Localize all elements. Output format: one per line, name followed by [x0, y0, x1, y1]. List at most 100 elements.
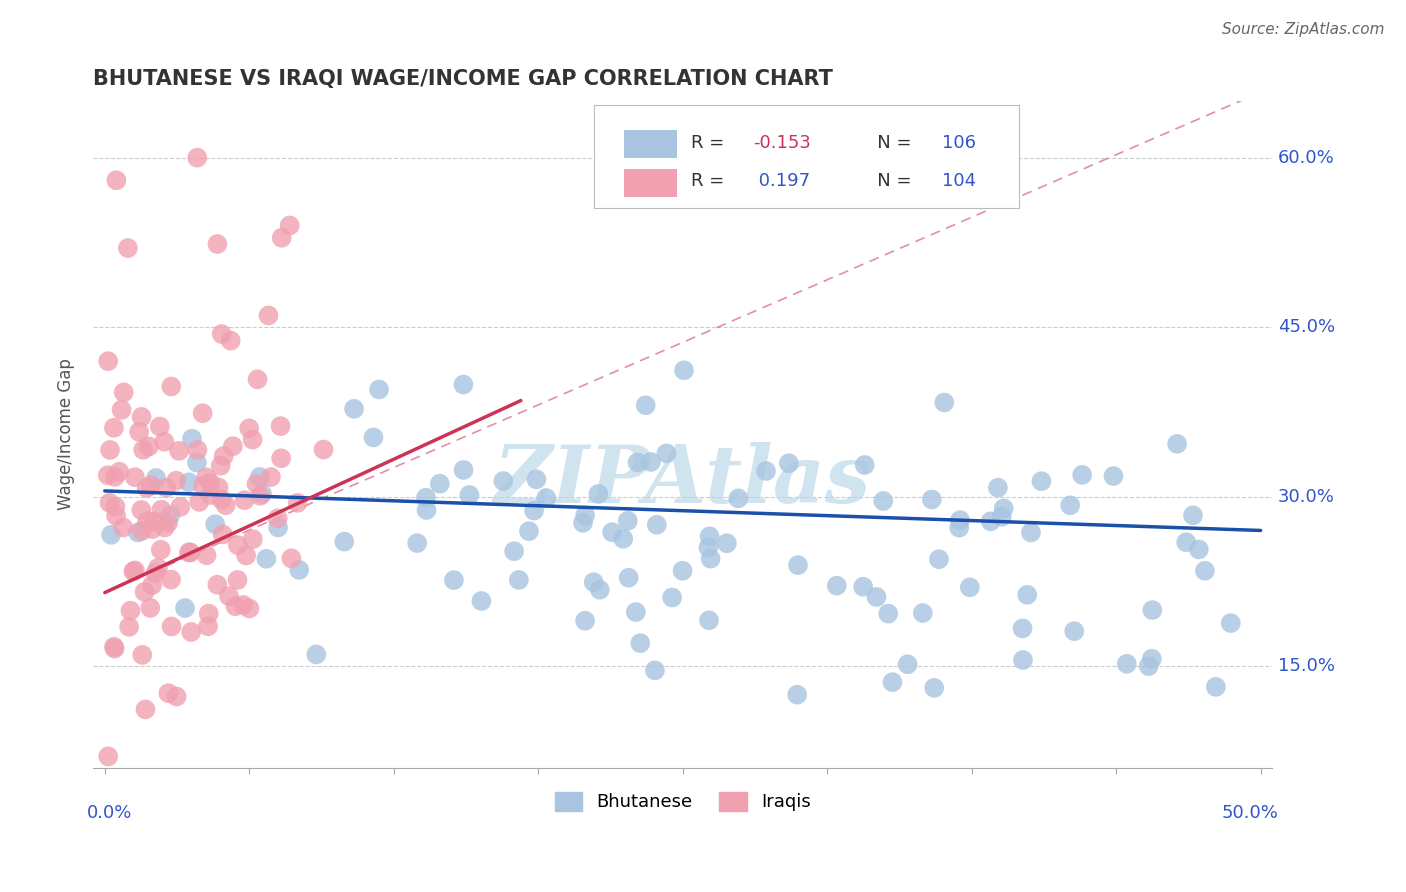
Point: [186, 151, 208, 165]
Point: [1071, 467, 1094, 482]
Point: [508, 573, 530, 587]
Point: [415, 491, 437, 505]
Point: [131, 503, 153, 517]
Point: [139, 600, 162, 615]
Y-axis label: Wage/Income Gap: Wage/Income Gap: [58, 359, 75, 510]
Point: [197, 607, 219, 621]
Point: [108, 465, 131, 479]
Point: [287, 496, 309, 510]
Point: [105, 508, 128, 523]
Point: [166, 690, 188, 704]
Text: N =: N =: [859, 172, 917, 190]
Point: [120, 604, 142, 618]
Point: [415, 503, 437, 517]
Point: [249, 489, 271, 503]
Point: [153, 434, 176, 449]
Point: [980, 514, 1002, 528]
Point: [453, 463, 475, 477]
Point: [517, 524, 540, 538]
Point: [1011, 621, 1033, 635]
Point: [1115, 657, 1137, 671]
Point: [136, 514, 159, 528]
Point: [124, 470, 146, 484]
Point: [232, 598, 254, 612]
Point: [1102, 469, 1125, 483]
Point: [143, 515, 166, 529]
Legend: Bhutanese, Iraqis: Bhutanese, Iraqis: [547, 785, 818, 819]
Point: [157, 686, 180, 700]
Point: [250, 487, 273, 501]
Point: [122, 565, 145, 579]
Text: 0.0%: 0.0%: [87, 805, 132, 822]
Point: [135, 481, 157, 495]
Point: [877, 607, 900, 621]
Point: [534, 491, 557, 505]
Point: [219, 334, 242, 348]
Point: [215, 498, 238, 512]
Point: [1142, 603, 1164, 617]
Point: [104, 470, 127, 484]
Point: [1019, 525, 1042, 540]
Point: [624, 605, 647, 619]
Point: [197, 619, 219, 633]
Point: [503, 544, 526, 558]
Point: [882, 675, 904, 690]
Point: [209, 458, 232, 473]
Text: Source: ZipAtlas.com: Source: ZipAtlas.com: [1222, 22, 1385, 37]
Point: [145, 471, 167, 485]
Text: ZIPAtlas: ZIPAtlas: [494, 442, 872, 520]
Point: [138, 440, 160, 454]
Point: [699, 529, 721, 543]
Point: [112, 385, 135, 400]
Point: [1205, 680, 1227, 694]
Point: [993, 501, 1015, 516]
Point: [211, 326, 233, 341]
Text: 15.0%: 15.0%: [1278, 657, 1336, 675]
Point: [110, 402, 132, 417]
Point: [207, 577, 229, 591]
Point: [153, 520, 176, 534]
Point: [661, 591, 683, 605]
Point: [786, 688, 808, 702]
Point: [177, 545, 200, 559]
Point: [195, 548, 218, 562]
Point: [1017, 588, 1039, 602]
FancyBboxPatch shape: [624, 169, 676, 196]
Point: [278, 219, 301, 233]
Text: 106: 106: [942, 134, 976, 152]
Point: [727, 491, 749, 506]
Point: [186, 456, 208, 470]
Point: [254, 551, 277, 566]
Point: [368, 383, 391, 397]
Point: [333, 534, 356, 549]
Point: [948, 521, 970, 535]
Point: [142, 522, 165, 536]
Point: [922, 681, 945, 695]
Point: [98, 496, 121, 510]
Point: [207, 237, 229, 252]
Point: [186, 442, 208, 457]
Point: [572, 516, 595, 530]
Point: [270, 231, 292, 245]
Point: [852, 580, 875, 594]
Point: [987, 481, 1010, 495]
Point: [589, 582, 612, 597]
Text: 50.0%: 50.0%: [1222, 805, 1278, 822]
Point: [990, 509, 1012, 524]
Point: [226, 573, 249, 587]
Point: [204, 517, 226, 532]
Point: [131, 409, 153, 424]
Point: [200, 475, 222, 490]
Point: [191, 479, 214, 493]
Point: [288, 563, 311, 577]
Point: [146, 561, 169, 575]
Point: [492, 474, 515, 488]
Point: [1137, 659, 1160, 673]
Point: [959, 580, 981, 594]
Point: [825, 579, 848, 593]
Point: [697, 613, 720, 627]
Point: [574, 508, 596, 523]
Point: [671, 564, 693, 578]
Point: [222, 439, 245, 453]
Point: [103, 641, 125, 656]
